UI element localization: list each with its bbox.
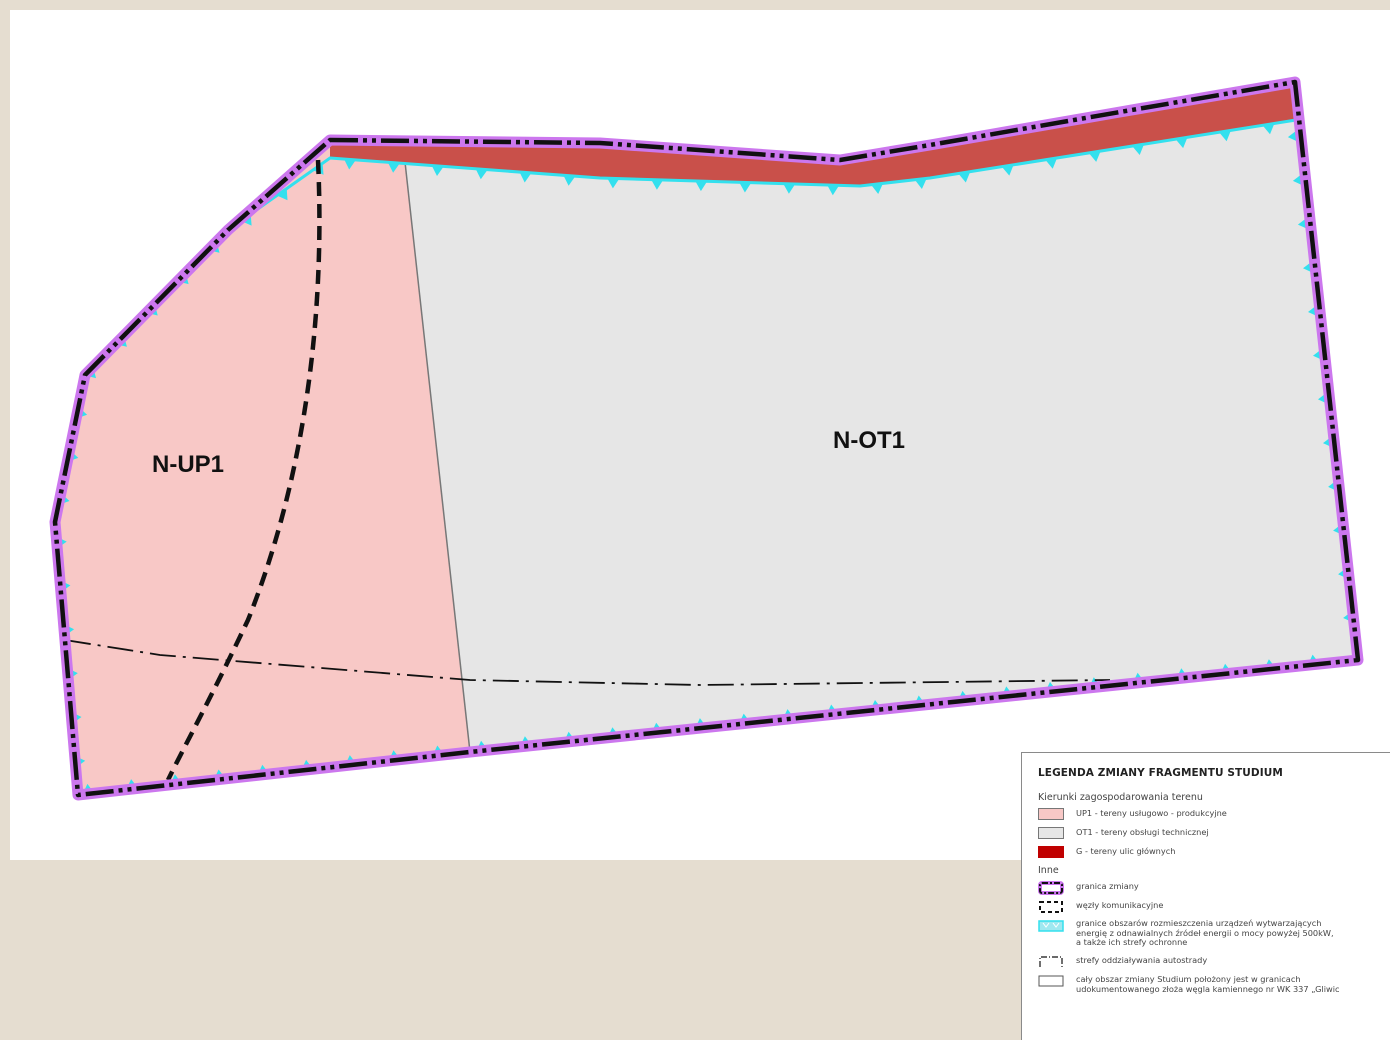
renewable-zone-tooth — [827, 185, 840, 196]
renewable-zone-tooth — [695, 180, 708, 192]
dash-dot-box-icon — [1038, 955, 1064, 967]
renewable-zone-tooth — [739, 182, 752, 193]
renewable-zone-tooth — [607, 178, 620, 189]
renewable-zone-tooth — [344, 159, 356, 170]
legend-item-renewable: granice obszarów rozmieszczenia urządzeń… — [1038, 918, 1390, 948]
legend-label-interchange: węzły komunikacyjne — [1076, 900, 1164, 910]
renewable-zone-tooth — [387, 162, 400, 173]
legend-label-highway: strefy oddziaływania autostrady — [1076, 954, 1208, 965]
renewable-zone-tooth — [1001, 164, 1014, 176]
legend-item-highway: strefy oddziaływania autostrady — [1038, 955, 1390, 967]
legend-label-coal-deposit: cały obszar zmiany Studium położony jest… — [1076, 973, 1340, 994]
legend-swatch-up1 — [1038, 808, 1064, 820]
renewable-zone-tooth — [1219, 130, 1231, 142]
zone-divider-line — [404, 161, 471, 753]
change-boundary-inner — [52, 79, 1361, 798]
highway-zone-line — [64, 639, 1111, 686]
road-g-area — [330, 85, 1296, 186]
legend-item-coal-deposit: cały obszar zmiany Studium położony jest… — [1038, 974, 1390, 994]
legend-item-up1: UP1 - tereny usługowo - produkcyjne — [1038, 808, 1390, 820]
legend-section-other: Inne — [1038, 865, 1059, 876]
legend-item-boundary: granica zmiany — [1038, 881, 1390, 895]
legend-panel: LEGENDA ZMIANY FRAGMENTU STUDIUM Kierunk… — [1021, 752, 1390, 1040]
boundary-symbol-icon — [1038, 881, 1064, 895]
renewable-zone-tooth — [1262, 123, 1275, 135]
renewable-zone-icon — [1038, 919, 1064, 932]
renewable-zone-tooth — [431, 165, 444, 176]
legend-label-boundary: granica zmiany — [1076, 881, 1139, 891]
renewable-zone-tooth — [519, 172, 532, 183]
legend-item-ot1: OT1 - tereny obsługi technicznej — [1038, 827, 1390, 839]
legend-label-g: G - tereny ulic głównych — [1076, 846, 1176, 856]
renewable-zone-tooth — [783, 183, 796, 194]
renewable-zone-tooth — [958, 171, 971, 183]
renewable-zone-tooth — [1175, 137, 1188, 149]
legend-label-renewable: granice obszarów rozmieszczenia urządzeń… — [1076, 918, 1334, 947]
legend-item-interchange: węzły komunikacyjne — [1038, 900, 1390, 913]
legend-swatch-g — [1038, 846, 1064, 858]
zone-n-up1-area — [55, 140, 470, 795]
legend-swatch-ot1 — [1038, 827, 1064, 839]
renewable-zone-tooth — [1088, 151, 1101, 162]
renewable-zone-tooth — [475, 168, 488, 180]
legend-title: LEGENDA ZMIANY FRAGMENTU STUDIUM — [1038, 767, 1283, 779]
zone-n-ot1-area — [405, 118, 1358, 752]
renewable-zone-tooth — [914, 178, 927, 189]
legend-section-land-use: Kierunki zagospodarowania terenu — [1038, 792, 1203, 803]
legend-item-g: G - tereny ulic głównych — [1038, 846, 1390, 858]
zone-label-n-up1: N-UP1 — [152, 451, 224, 478]
dashed-box-icon — [1038, 900, 1064, 913]
renewable-zone-tooth — [276, 188, 288, 201]
renewable-zone-tooth — [563, 175, 576, 186]
renewable-zone-tooth — [1132, 144, 1144, 155]
legend-label-ot1: OT1 - tereny obsługi technicznej — [1076, 827, 1209, 837]
renewable-zone-tooth — [1045, 157, 1058, 169]
renewable-zone-tooth — [871, 183, 883, 194]
zone-label-n-ot1: N-OT1 — [833, 427, 905, 454]
renewable-zone-tooth — [651, 179, 664, 190]
legend-label-up1: UP1 - tereny usługowo - produkcyjne — [1076, 808, 1227, 818]
empty-box-icon — [1038, 974, 1064, 986]
